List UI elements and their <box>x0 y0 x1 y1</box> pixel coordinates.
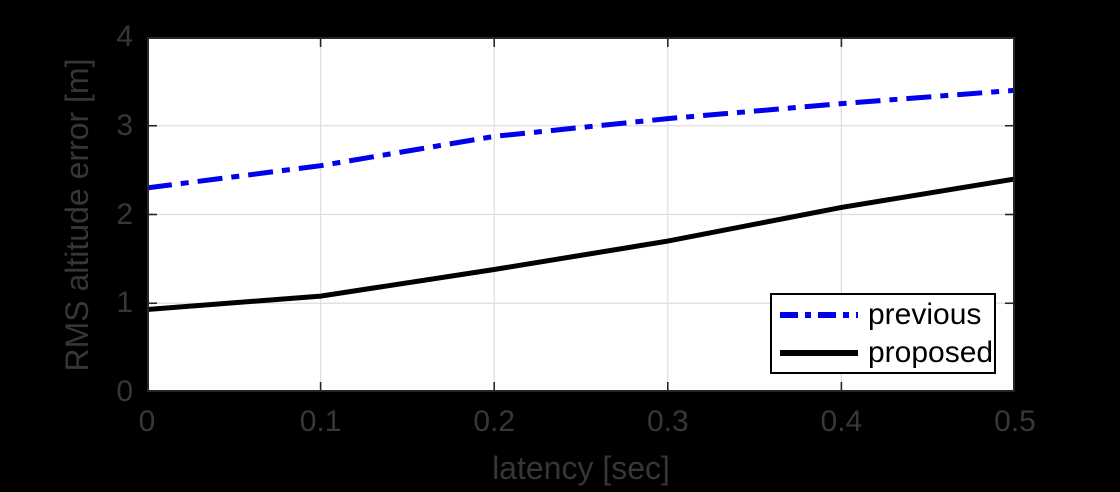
legend-line-sample-proposed <box>780 349 858 356</box>
legend-label-previous: previous <box>868 297 982 331</box>
x-tick-label-0: 0 <box>138 405 156 438</box>
x-tick-label-0.4: 0.4 <box>820 405 863 438</box>
y-tick-label-2: 2 <box>116 197 133 231</box>
x-tick-label-0.5: 0.5 <box>994 405 1036 438</box>
legend-line-sample-previous <box>780 311 858 318</box>
legend-label-proposed: proposed <box>868 335 994 369</box>
x-axis-label: latency [sec] <box>492 450 670 486</box>
series-proposed-line <box>147 176 1015 312</box>
y-tick-label-1: 1 <box>116 286 133 320</box>
x-tick-label-0.1: 0.1 <box>299 405 342 438</box>
x-tick-label-0.2: 0.2 <box>473 405 516 438</box>
y-tick-label-4: 4 <box>116 20 133 53</box>
series-previous-line <box>147 87 1015 191</box>
legend-item-previous: previous <box>776 296 994 334</box>
axes-border <box>147 37 1015 392</box>
legend: previous proposed <box>770 293 996 374</box>
x-tick-label-0.3: 0.3 <box>646 405 689 438</box>
y-tick-label-0: 0 <box>116 375 133 408</box>
y-tick-label-3: 3 <box>116 108 133 142</box>
legend-item-proposed: proposed <box>776 334 994 372</box>
plot-area <box>147 37 1015 392</box>
